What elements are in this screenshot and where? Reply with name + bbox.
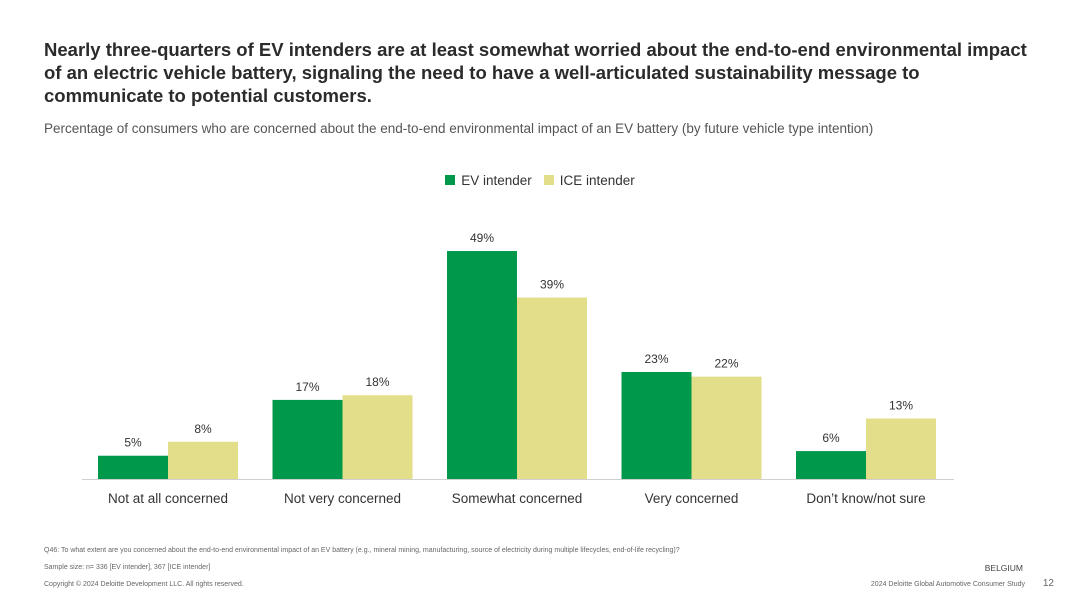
bar-ice [168, 441, 238, 479]
bar-ev [447, 251, 517, 479]
legend-label-ev: EV intender [461, 172, 532, 188]
bar-ice [691, 376, 762, 479]
bar-ice [517, 297, 587, 479]
country-label: BELGIUM [984, 563, 1023, 573]
chart-legend: EV intender ICE intender [0, 170, 1080, 190]
x-tick-label: Don’t know/not sure [806, 491, 925, 506]
study-name: 2024 Deloitte Global Automotive Consumer… [870, 581, 1025, 588]
data-label-ev: 49% [470, 231, 494, 245]
bar-ev [98, 455, 168, 479]
bar-ice [342, 395, 413, 479]
data-label-ev: 17% [295, 380, 319, 394]
page-title: Nearly three-quarters of EV intenders ar… [44, 39, 1027, 106]
sample-size-note: Sample size: n= 336 [EV intender], 367 [… [44, 564, 211, 571]
legend-label-ice: ICE intender [559, 172, 635, 188]
question-footnote: Q46: To what extent are you concerned ab… [44, 547, 680, 554]
data-label-ev: 6% [822, 431, 840, 445]
data-label-ice: 8% [194, 422, 212, 436]
data-label-ice: 13% [889, 399, 913, 413]
legend-swatch-ice [543, 175, 554, 185]
chart-subtitle: Percentage of consumers who are concerne… [44, 121, 874, 136]
bar-ev [621, 371, 692, 479]
bar-ev [272, 399, 343, 479]
data-label-ice: 18% [365, 375, 389, 389]
data-label-ev: 5% [124, 436, 142, 450]
bar-ice [866, 418, 936, 479]
x-tick-label: Somewhat concerned [452, 491, 583, 506]
data-label-ice: 39% [540, 278, 564, 292]
x-tick-label: Not at all concerned [108, 491, 228, 506]
legend-item-ev: EV intender [445, 173, 532, 188]
data-label-ev: 23% [644, 352, 668, 366]
legend-item-ice: ICE intender [543, 172, 635, 188]
bar-ev [796, 451, 866, 479]
x-tick-label: Very concerned [645, 491, 739, 506]
legend-swatch-ev [445, 175, 456, 185]
data-label-ice: 22% [714, 357, 738, 371]
x-tick-label: Not very concerned [284, 491, 401, 506]
copyright-note: Copyright © 2024 Deloitte Development LL… [44, 581, 244, 588]
page-number: 12 [1042, 578, 1054, 589]
